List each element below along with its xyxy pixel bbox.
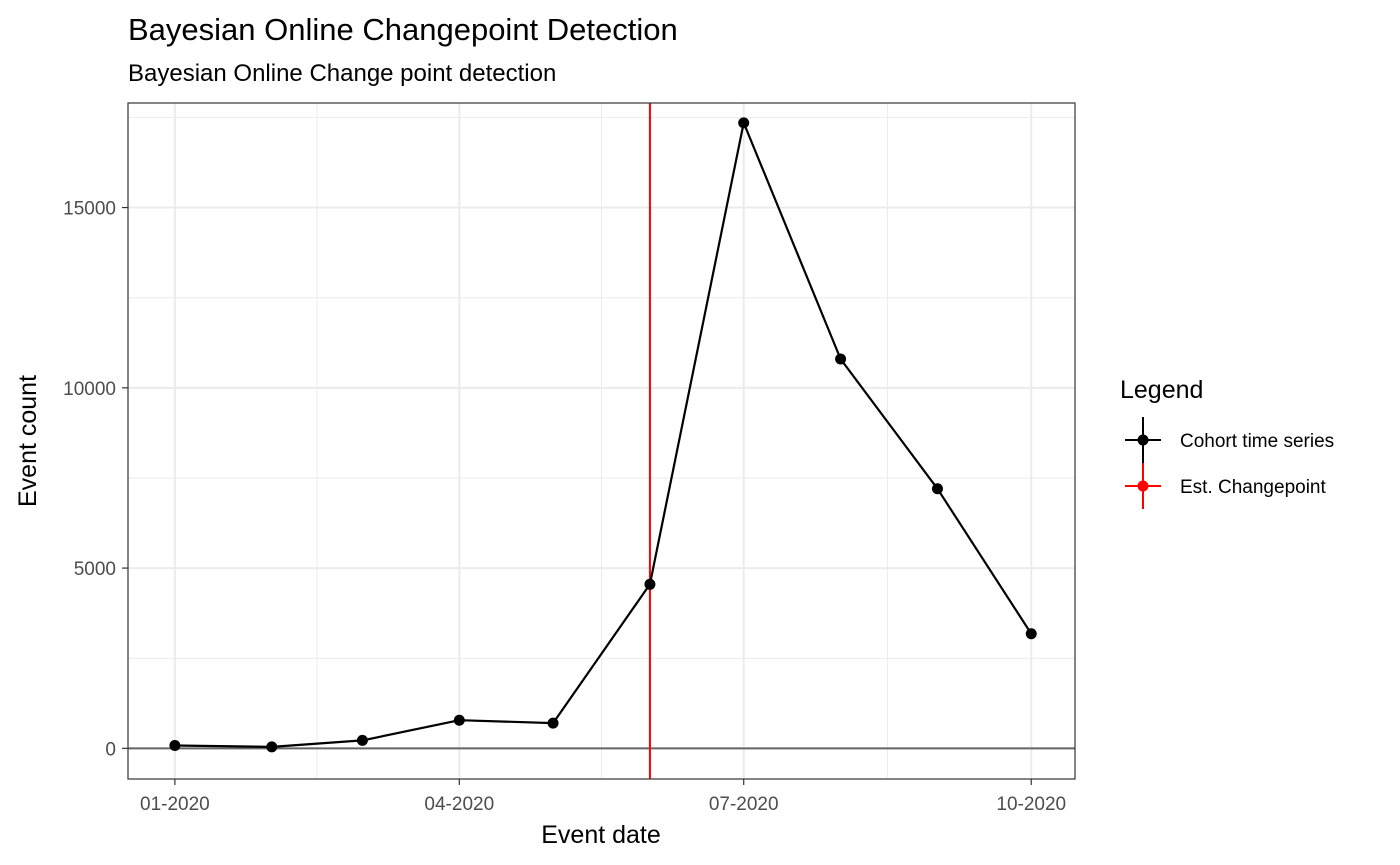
data-point bbox=[547, 717, 559, 729]
series-layer bbox=[169, 117, 1037, 753]
legend-key-cohort bbox=[1125, 417, 1161, 463]
x-tick-label: 10-2020 bbox=[996, 794, 1066, 815]
x-tick-label: 07-2020 bbox=[709, 794, 779, 815]
legend-key-changepoint-point bbox=[1137, 480, 1149, 492]
x-axis-title: Event date bbox=[541, 821, 661, 849]
minor-gridlines bbox=[128, 103, 1075, 779]
data-point bbox=[931, 483, 943, 495]
y-tick-label: 10000 bbox=[63, 379, 116, 400]
legend-title: Legend bbox=[1120, 376, 1203, 404]
legend-key-changepoint bbox=[1125, 463, 1161, 509]
legend-key-cohort-point bbox=[1137, 434, 1149, 446]
data-point bbox=[738, 117, 750, 129]
y-tick-label: 15000 bbox=[63, 199, 116, 220]
data-point bbox=[644, 578, 656, 590]
plot-panel bbox=[127, 102, 1076, 780]
legend-label-changepoint: Est. Changepoint bbox=[1180, 477, 1326, 498]
x-axis: 01-2020 04-2020 07-2020 10-2020 bbox=[140, 779, 1066, 815]
chart-title: Bayesian Online Changepoint Detection bbox=[128, 12, 678, 47]
panel-border bbox=[127, 102, 1076, 780]
chart-subtitle: Bayesian Online Change point detection bbox=[128, 60, 556, 87]
y-axis-title: Event count bbox=[14, 375, 42, 507]
data-point bbox=[1025, 628, 1037, 640]
series-line bbox=[174, 121, 1033, 749]
legend-label-cohort: Cohort time series bbox=[1180, 431, 1334, 452]
data-point bbox=[453, 714, 465, 726]
data-point bbox=[835, 353, 847, 365]
y-tick-label: 0 bbox=[105, 739, 116, 760]
data-point bbox=[266, 741, 278, 753]
y-tick-label: 5000 bbox=[74, 559, 116, 580]
data-point bbox=[169, 739, 181, 751]
data-point bbox=[356, 734, 368, 746]
x-tick-label: 04-2020 bbox=[424, 794, 494, 815]
x-tick-label: 01-2020 bbox=[140, 794, 210, 815]
legend: Legend Cohort time series Est. Changepoi… bbox=[1120, 376, 1334, 509]
y-axis: 0 5000 10000 15000 bbox=[63, 199, 128, 760]
